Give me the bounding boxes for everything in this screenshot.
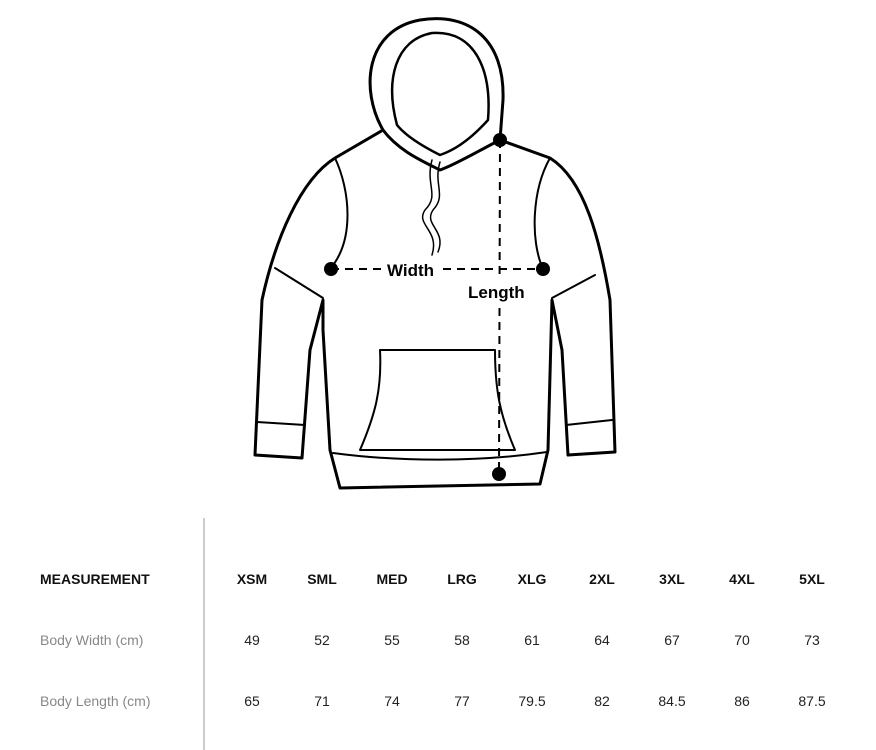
- row-label: Body Length (cm): [40, 692, 151, 709]
- row-label: Body Width (cm): [40, 631, 144, 648]
- cell: 52: [314, 631, 330, 648]
- right-armhole: [533, 157, 551, 270]
- measure-point: [492, 467, 506, 481]
- header-size: LRG: [447, 570, 477, 587]
- cell: 84.5: [658, 692, 686, 709]
- cell: 58: [454, 631, 470, 648]
- header-size: 3XL: [659, 570, 685, 587]
- width-label: Width: [387, 261, 434, 280]
- left-cuff: [256, 421, 306, 426]
- cell: 49: [244, 631, 260, 648]
- cell: 74: [384, 692, 400, 709]
- cell: 77: [454, 692, 470, 709]
- table-row: Body Length (cm) 65 71 74 77 79.5 82 84.…: [28, 670, 847, 731]
- length-measure-line: [498, 139, 501, 475]
- cell: 71: [314, 692, 330, 709]
- length-label: Length: [468, 283, 525, 302]
- table-header-row: MEASUREMENT XSM SML MED LRG XLG 2XL 3XL …: [28, 548, 847, 609]
- hoodie-diagram: Width Length: [253, 17, 617, 490]
- cell: 87.5: [798, 692, 826, 709]
- cell: 61: [524, 631, 540, 648]
- drawstring: [429, 161, 441, 253]
- hood-outline: [368, 17, 505, 172]
- cell: 67: [664, 631, 680, 648]
- cell: 82: [594, 692, 610, 709]
- pocket: [359, 349, 516, 451]
- right-sleeve-fold: [551, 274, 596, 299]
- left-sleeve-fold: [274, 267, 324, 299]
- right-cuff: [565, 419, 613, 426]
- measure-point: [324, 262, 338, 276]
- measure-point: [493, 133, 507, 147]
- body-outline: [253, 128, 617, 490]
- header-size: XSM: [236, 570, 268, 587]
- cell: 70: [734, 631, 750, 648]
- header-size: 4XL: [729, 570, 755, 587]
- left-armhole: [329, 157, 349, 270]
- table-row: Body Width (cm) 49 52 55 58 61 64 67 70 …: [28, 609, 847, 670]
- size-chart-table: MEASUREMENT XSM SML MED LRG XLG 2XL 3XL …: [28, 548, 847, 731]
- header-measurement: MEASUREMENT: [40, 570, 150, 587]
- header-size: 5XL: [799, 570, 825, 587]
- header-size: 2XL: [589, 570, 615, 587]
- drawstring: [422, 159, 435, 256]
- measure-point: [536, 262, 550, 276]
- cell: 65: [244, 692, 260, 709]
- cell: 64: [594, 631, 610, 648]
- hem-line: [332, 451, 548, 461]
- header-size: MED: [376, 570, 408, 587]
- cell: 79.5: [518, 692, 546, 709]
- header-size: SML: [307, 570, 337, 587]
- cell: 73: [804, 631, 820, 648]
- cell: 55: [384, 631, 400, 648]
- header-size: XLG: [517, 570, 547, 587]
- hood-inner: [390, 31, 490, 157]
- cell: 86: [734, 692, 750, 709]
- column-divider: [203, 518, 205, 750]
